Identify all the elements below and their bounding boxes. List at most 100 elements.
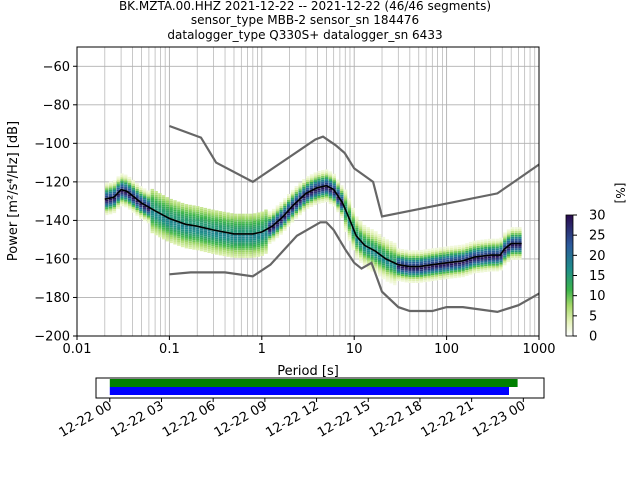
heatmap-cell: [256, 218, 261, 221]
heatmap-cell: [139, 215, 143, 217]
heatmap-cell: [112, 203, 117, 206]
heatmap-cell: [450, 265, 454, 267]
heatmap-cell: [169, 223, 173, 226]
heatmap-cell: [355, 247, 359, 250]
heatmap-cell: [381, 240, 386, 243]
heatmap-cell: [412, 254, 416, 256]
heatmap-cell: [355, 249, 359, 251]
probability-heatmap: [105, 169, 522, 286]
heatmap-cell: [396, 256, 401, 258]
heatmap-cell: [271, 230, 276, 232]
heatmap-cell: [347, 229, 352, 232]
heatmap-cell: [332, 196, 336, 199]
heatmap-cell: [487, 260, 492, 262]
heatmap-cell: [393, 267, 397, 270]
heatmap-cell: [378, 259, 382, 261]
heatmap-cell: [393, 242, 397, 245]
heatmap-cell: [203, 236, 207, 239]
heatmap-cell: [396, 267, 401, 270]
heatmap-cell: [472, 250, 477, 253]
heatmap-cell: [340, 204, 344, 207]
heatmap-cell: [415, 256, 420, 258]
heatmap-cell: [120, 202, 124, 205]
heatmap-cell: [275, 218, 280, 221]
heatmap-cell: [487, 262, 492, 264]
heatmap-cell: [150, 188, 154, 191]
heatmap-cell: [245, 248, 249, 251]
heatmap-cell: [245, 254, 249, 256]
heatmap-cell: [135, 184, 139, 187]
heatmap-cell: [241, 223, 245, 226]
heatmap-cell: [351, 238, 355, 241]
heatmap-cell: [514, 227, 518, 229]
heatmap-cell: [412, 261, 416, 264]
heatmap-cell: [355, 233, 359, 236]
heatmap-cell: [415, 259, 420, 262]
heatmap-cell: [215, 252, 219, 255]
heatmap-cell: [120, 196, 124, 199]
heatmap-cell: [230, 219, 234, 221]
heatmap-cell: [146, 202, 151, 204]
x-tick-label: 100: [434, 342, 459, 357]
heatmap-cell: [374, 262, 378, 264]
heatmap-cell: [313, 201, 317, 204]
heatmap-cell: [245, 215, 249, 218]
heatmap-cell: [442, 275, 446, 278]
heatmap-cell: [203, 223, 207, 226]
heatmap-cell: [480, 247, 484, 250]
heatmap-cell: [131, 187, 135, 190]
heatmap-cell: [222, 254, 226, 257]
heatmap-cell: [184, 233, 189, 235]
heatmap-cell: [169, 239, 173, 242]
heatmap-cell: [366, 257, 370, 260]
heatmap-cell: [446, 250, 450, 252]
heatmap-cell: [468, 241, 473, 244]
heatmap-cell: [146, 211, 151, 214]
heatmap-cell: [158, 206, 162, 209]
heatmap-cell: [256, 239, 261, 242]
heatmap-cell: [518, 236, 522, 239]
heatmap-cell: [343, 193, 348, 196]
heatmap-cell: [362, 249, 367, 252]
heatmap-cell: [468, 245, 473, 248]
heatmap-cell: [180, 237, 185, 240]
heatmap-cell: [158, 195, 162, 197]
heatmap-cell: [366, 248, 370, 251]
heatmap-cell: [499, 237, 503, 240]
heatmap-cell: [336, 202, 340, 205]
heatmap-cell: [180, 227, 185, 230]
heatmap-cell: [359, 224, 363, 227]
heatmap-cell: [309, 191, 314, 194]
heatmap-cell: [313, 195, 317, 198]
heatmap-cell: [268, 236, 272, 239]
heatmap-cell: [150, 190, 154, 193]
heatmap-cell: [112, 197, 117, 200]
heatmap-cell: [491, 240, 496, 243]
heatmap-cell: [484, 252, 488, 255]
heatmap-cell: [275, 232, 280, 235]
heatmap-cell: [192, 211, 196, 214]
heatmap-cell: [150, 212, 154, 214]
heatmap-cell: [203, 215, 207, 218]
heatmap-cell: [146, 190, 151, 193]
heatmap-cell: [381, 248, 386, 251]
heatmap-cell: [162, 233, 166, 236]
heatmap-cell: [234, 240, 238, 243]
heatmap-cell: [396, 265, 401, 268]
heatmap-cell: [457, 271, 461, 274]
heatmap-cell: [112, 190, 117, 192]
heatmap-cell: [177, 224, 181, 227]
heatmap-cell: [226, 212, 230, 215]
heatmap-cell: [355, 254, 359, 257]
heatmap-cell: [491, 238, 496, 241]
heatmap-cell: [279, 225, 283, 227]
heatmap-cell: [120, 179, 124, 182]
heatmap-cell: [237, 217, 242, 220]
heatmap-cell: [468, 268, 473, 271]
heatmap-cell: [484, 262, 488, 265]
heatmap-cell: [112, 199, 117, 202]
heatmap-cell: [487, 240, 492, 243]
heatmap-cell: [503, 261, 507, 264]
heatmap-cell: [215, 250, 219, 253]
